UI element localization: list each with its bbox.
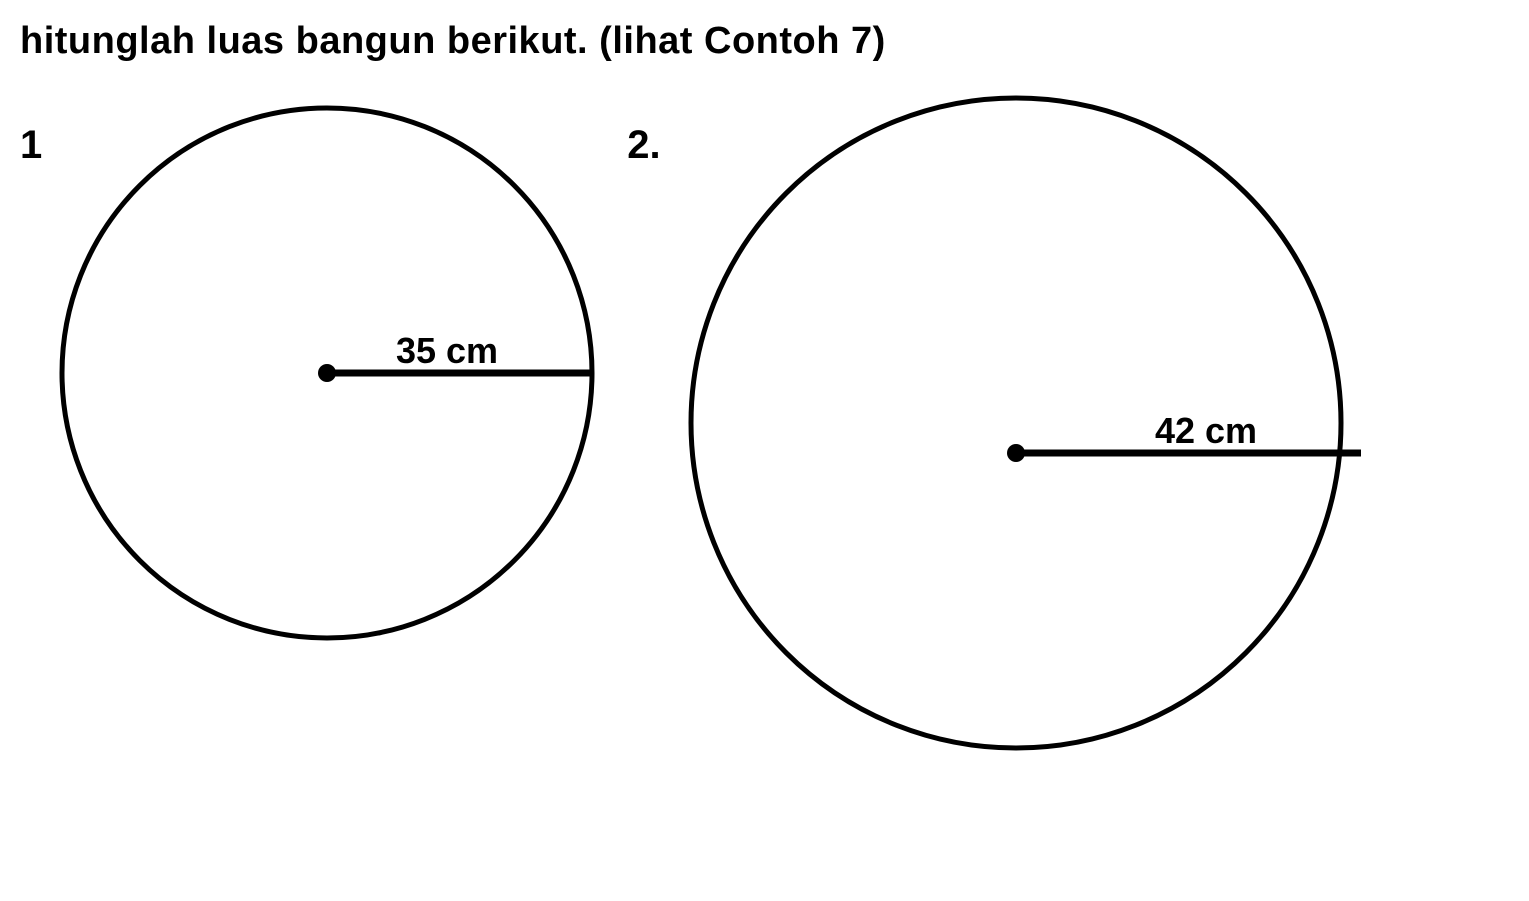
radius-label-1: 35 cm <box>396 330 498 371</box>
circles-container: 1 35 cm 2. 42 cm <box>20 73 1509 773</box>
circle-svg-1: 35 cm <box>47 73 607 663</box>
center-dot-2 <box>1007 444 1025 462</box>
radius-label-2: 42 cm <box>1155 410 1257 451</box>
circle-group-2: 2. 42 cm <box>627 73 1365 773</box>
page-title: hitunglah luas bangun berikut. (lihat Co… <box>20 20 1509 63</box>
center-dot-1 <box>318 364 336 382</box>
circle-number-1: 1 <box>20 123 42 168</box>
circle-group-1: 1 35 cm <box>20 73 607 663</box>
circle-number-2: 2. <box>627 123 660 168</box>
circle-svg-2: 42 cm <box>666 73 1366 773</box>
